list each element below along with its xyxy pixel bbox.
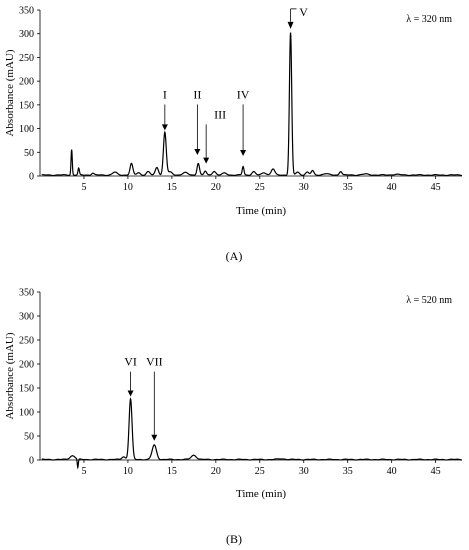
x-tick-label: 5 [81,182,86,193]
x-tick-label: 25 [255,182,265,193]
x-tick-label: 20 [211,466,221,477]
chromatogram-trace [41,32,463,177]
x-tick-label: 35 [343,466,353,477]
peak-label: IV [237,87,250,101]
peak-label: I [163,87,167,101]
peak-arrow-head [203,157,210,164]
x-tick-label: 5 [81,466,86,477]
y-axis-title: Absorbance (mAU) [4,332,16,419]
x-tick-label: 40 [387,466,397,477]
y-tick-label: 300 [19,312,34,323]
wavelength-label: λ = 320 nm [406,14,452,25]
x-tick-label: 30 [299,182,309,193]
y-tick-label: 300 [19,29,34,40]
y-tick-label: 350 [19,288,34,299]
x-tick-label: 40 [387,182,397,193]
x-tick-label: 30 [299,466,309,477]
y-tick-label: 200 [19,360,34,371]
x-tick-label: 15 [167,466,177,477]
wavelength-label: λ = 520 nm [406,295,452,306]
peak-arrow-head [161,124,168,131]
x-tick-label: 45 [431,182,441,193]
x-tick-label: 25 [255,466,265,477]
x-axis-title: Time (min) [236,205,286,217]
x-tick-label: 10 [123,466,133,477]
peak-label: VI [124,355,137,369]
y-axis-title: Absorbance (mAU) [4,49,16,136]
y-tick-label: 100 [19,408,34,419]
peak-arrow-head [194,149,201,156]
peak-arrow-head [127,390,134,397]
peak-arrow-head [151,434,158,441]
y-tick-label: 50 [24,148,34,159]
y-tick-label: 100 [19,124,34,135]
x-tick-label: 20 [211,182,221,193]
x-axis-title: Time (min) [236,488,286,500]
peak-label: VII [146,355,163,369]
y-tick-label: 200 [19,77,34,88]
panel-label: (A) [226,249,243,263]
y-tick-label: 250 [19,53,34,64]
x-tick-label: 35 [343,182,353,193]
peak-arrow-head [240,149,247,156]
y-tick-label: 150 [19,384,34,395]
y-tick-label: 350 [19,6,34,17]
x-tick-label: 10 [123,182,133,193]
y-tick-label: 50 [24,432,34,443]
chromatogram-trace [41,397,463,470]
chart-panel-b: 0 50 100 150 200 250 300 350 5 10 15 20 25 30 35 40 45 Ti… [4,288,463,546]
peak-label: II [193,87,201,101]
x-tick-label: 45 [431,466,441,477]
y-tick-label: 250 [19,336,34,347]
chart-panel-a: 0 50 100 150 200 250 300 350 5 10 15 20 25 30 35 40 45 Ti… [4,5,463,263]
y-tick-label: 0 [29,172,34,183]
peak-label: V [299,5,308,19]
peak-arrow-head [287,21,294,29]
x-tick-label: 15 [167,182,177,193]
peak-label: III [214,107,226,121]
panel-label: (B) [226,532,242,546]
y-tick-label: 0 [29,456,34,467]
y-tick-label: 150 [19,100,34,111]
